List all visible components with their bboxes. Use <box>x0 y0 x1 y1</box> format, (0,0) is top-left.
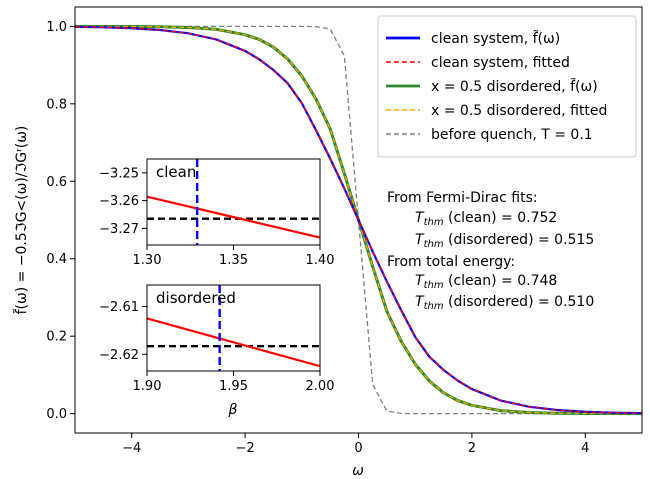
inset-disordered-y-tick-label: −2.62 <box>99 348 139 363</box>
inset-disordered: 1.90 1.95 2.00 −2.61 −2.62 disordered β <box>99 284 335 418</box>
annotation-line-3: Tthm (disordered) = 0.515 <box>415 232 594 250</box>
inset-disordered-x-tick-label: 1.95 <box>219 379 248 394</box>
legend-label-3: x = 0.5 disordered, fitted <box>431 103 607 119</box>
main-y-tick-label: 0.8 <box>46 97 67 112</box>
main-x-tick-label: −4 <box>122 441 141 456</box>
inset-disordered-y-tick-label: −2.61 <box>99 300 139 315</box>
main-x-ticks: −4 −2 0 2 4 <box>122 433 589 456</box>
inset-clean-x-tick-label: 1.35 <box>219 253 248 268</box>
legend-label-4: before quench, T = 0.1 <box>431 127 593 143</box>
main-x-axis-label: ω <box>352 463 364 479</box>
main-x-tick-label: 4 <box>581 441 589 456</box>
annotation-line-1: From Fermi-Dirac fits: <box>387 190 538 206</box>
inset-disordered-x-ticks: 1.90 1.95 2.00 <box>133 371 335 394</box>
fit-annotations: From Fermi-Dirac fits: Tthm (clean) = 0.… <box>387 190 594 312</box>
legend-label-1: clean system, fitted <box>431 55 570 71</box>
inset-clean-x-tick-label: 1.30 <box>133 253 162 268</box>
inset-disordered-energy-line <box>146 317 321 368</box>
main-y-tick-label: 0.0 <box>46 407 67 422</box>
main-y-tick-label: 0.2 <box>46 330 67 345</box>
annotation-line-6: Tthm (disordered) = 0.510 <box>415 294 594 312</box>
annotation-line-2: Tthm (clean) = 0.752 <box>415 210 557 228</box>
inset-disordered-x-tick-label: 1.90 <box>133 379 162 394</box>
inset-clean-y-tick-label: −3.26 <box>99 194 139 209</box>
inset-clean-y-tick-label: −3.27 <box>99 222 139 237</box>
inset-clean-title: clean <box>156 163 196 181</box>
main-y-tick-label: 0.4 <box>46 252 67 267</box>
inset-disordered-title: disordered <box>156 289 236 307</box>
main-plot: −4 −2 0 2 4 0.0 0.2 0.4 0.6 0.8 1.0 ω f̃(ω) = −0.… <box>13 6 643 479</box>
inset-disordered-marks <box>146 285 321 371</box>
inset-disordered-background <box>147 285 320 371</box>
main-x-tick-label: 2 <box>468 441 476 456</box>
inset-clean-x-tick-label: 1.40 <box>306 253 335 268</box>
series-line-3 <box>74 25 643 415</box>
main-x-tick-label: 0 <box>354 441 362 456</box>
inset-clean-energy-line <box>146 195 321 239</box>
legend-box <box>377 15 637 158</box>
legend-label-2: x = 0.5 disordered, f̃(ω) <box>431 78 598 95</box>
main-x-tick-label: −2 <box>236 441 255 456</box>
legend-entries: clean system, f̃(ω) clean system, fitted x… <box>386 30 607 143</box>
main-y-axis-label: f̃(ω) = −0.5ℑG<(ω)/ℑGʳ(ω) <box>13 126 30 315</box>
inset-x-axis-label: β <box>228 402 238 418</box>
main-y-ticks: 0.0 0.2 0.4 0.6 0.8 1.0 <box>46 20 75 422</box>
inset-clean-x-ticks: 1.30 1.35 1.40 <box>133 245 335 268</box>
main-y-tick-label: 1.0 <box>46 20 67 35</box>
inset-clean-y-ticks: −3.25 −3.26 −3.27 <box>99 166 147 237</box>
inset-clean: 1.30 1.35 1.40 −3.25 −3.26 −3.27 clean <box>99 158 335 268</box>
inset-clean-marks <box>146 159 321 245</box>
annotation-line-4: From total energy: <box>387 254 515 270</box>
legend: clean system, f̃(ω) clean system, fitted x… <box>377 15 637 158</box>
main-y-tick-label: 0.6 <box>46 175 67 190</box>
main-series-group <box>74 24 643 416</box>
series-line-0 <box>74 25 643 415</box>
inset-disordered-y-ticks: −2.61 −2.62 <box>99 300 147 363</box>
legend-label-0: clean system, f̃(ω) <box>431 30 560 47</box>
inset-clean-y-tick-label: −3.25 <box>99 166 139 181</box>
annotation-line-5: Tthm (clean) = 0.748 <box>415 273 557 291</box>
inset-disordered-x-tick-label: 2.00 <box>306 379 335 394</box>
